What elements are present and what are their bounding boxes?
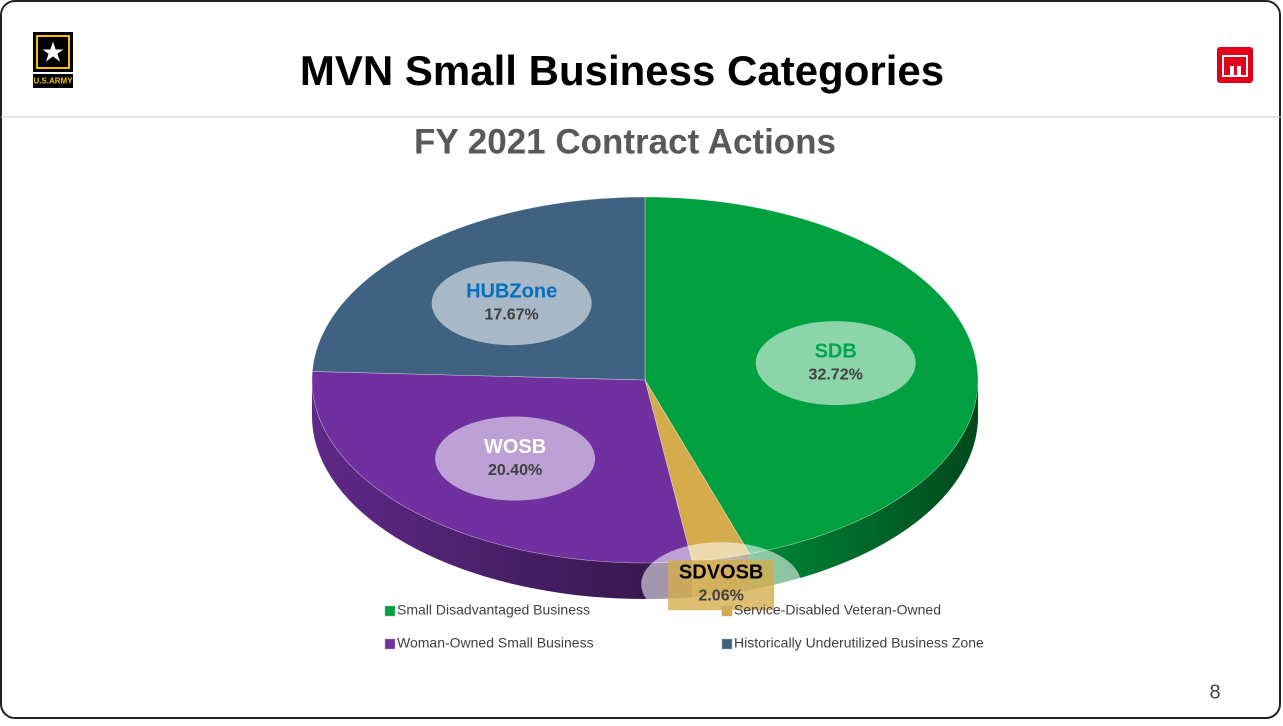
slice-category: SDB	[815, 340, 857, 362]
slice-value: 2.06%	[698, 587, 743, 604]
legend-swatch	[721, 605, 733, 617]
page-number: 8	[1209, 681, 1220, 703]
label-bubble	[755, 321, 916, 406]
legend-swatch	[384, 605, 396, 617]
legend-label: Small Disadvantaged Business	[397, 602, 590, 618]
pie: SDB 32.72% SDVOSB 2.06% WOSB 20.40% HUBZone 17.…	[311, 196, 979, 627]
legend-swatch	[384, 638, 396, 650]
legend-label: Service-Disabled Veteran-Owned	[734, 602, 941, 618]
slice-value: 32.72%	[809, 366, 863, 383]
label-highlight	[668, 560, 775, 611]
slice-value: 17.67%	[485, 306, 539, 323]
slice-category: HUBZone	[466, 280, 557, 302]
slide-title: MVN Small Business Categories	[300, 47, 944, 94]
slice-value: 20.40%	[488, 462, 542, 479]
army-logo: U.S.ARMY	[33, 32, 73, 88]
logo-text: U.S.ARMY	[33, 77, 73, 86]
castle-logo	[1217, 47, 1253, 83]
legend-label: Woman-Owned Small Business	[397, 635, 594, 651]
legend-label: Historically Underutilized Business Zone	[734, 635, 984, 651]
slice-category: SDVOSB	[679, 561, 763, 583]
legend-swatch	[721, 638, 733, 650]
label-bubble	[435, 416, 596, 501]
legend: Small Disadvantaged Business Service-Disa…	[384, 602, 984, 651]
chart-title: FY 2021 Contract Actions	[414, 122, 836, 161]
label-bubble	[431, 261, 592, 346]
slice-category: WOSB	[484, 436, 546, 458]
